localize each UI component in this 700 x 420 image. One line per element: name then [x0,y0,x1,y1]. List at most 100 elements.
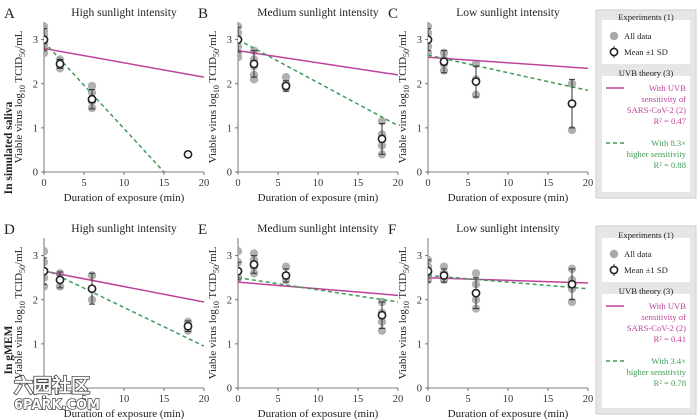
legend-bottom-fit-l2: higher sensitivity [627,367,687,377]
panel-e-mean-marker [249,260,259,269]
panel-f-data-point [471,269,481,278]
panel-e-theory-line [238,281,398,297]
panel-b-title: Medium sunlight intensity [257,7,379,19]
watermark: 六园社区 6PARK.COM [13,373,101,414]
legend-top: Experiments (1) All data Mean ±1 SD UVB … [595,9,697,199]
watermark-line1: 六园社区 [14,374,90,397]
panel-a-xtick-label: 20 [199,178,210,189]
panel-d-fit-line [44,268,204,347]
legend-bottom-theory-r2: R² = 0.41 [654,334,687,344]
row-label-saliva: In simulated saliva [3,101,15,194]
legend-bottom-fit-r2: R² = 0.78 [654,378,687,388]
panel-a-ytick-label: 2 [33,79,38,90]
panel-c-mean-marker [471,77,481,86]
panel-d-xtick-label: 20 [199,394,210,405]
panel-e-xtick-label: 5 [275,394,280,405]
panel-d-xtick-label: 5 [81,394,86,405]
legend-top-mean-label: Mean ±1 SD [624,47,668,57]
panel-e-ytick-label: 1 [227,339,232,350]
panel-b-ylabel: Viable virus log10 TCID50/mL [207,30,221,163]
panel-b-data-point [238,53,243,62]
panel-e-xtick-label: 20 [393,394,404,405]
legend-top-fit-r2: R² = 0.88 [654,160,687,170]
panel-a-data-point [87,81,97,91]
panel-a-ytick-label: 3 [33,35,38,46]
legend-bottom-mean-marker [609,265,619,275]
panel-a-xtick-label: 5 [81,178,86,189]
panel-e-xtick-label: 10 [313,394,324,405]
watermark-line2: 6PARK.COM [14,398,100,413]
panel-d-xlabel: Duration of exposure (min) [64,408,185,420]
panel-a: A High sunlight intensity 0 5 10 15 20 0 1 2 3 Dura… [4,6,209,204]
legend-bottom-theory-l1: With UVB [649,301,686,311]
panel-c-xtick-label: 15 [543,178,554,189]
panel-f-ytick-label: 3 [417,251,422,262]
panel-f-ytick-label: 1 [417,339,422,350]
panel-b-mean-marker [281,81,291,91]
legend-top-mean-marker [609,47,619,57]
row-label-gmem: In gMEM [3,325,15,374]
panel-f-ytick-label: 0 [417,384,422,395]
panel-c-mean-marker [439,57,449,67]
legend-bottom-theory-l3: SARS-CoV-2 (2) [627,323,686,333]
panel-c-ytick-label: 1 [417,123,422,134]
legend-bottom-alldata-label: All data [624,249,652,259]
panel-b-theory-line [238,49,398,76]
panel-c-data-point [428,28,433,38]
panel-d-title: High sunlight intensity [71,223,177,235]
panel-f-xtick-label: 20 [583,394,594,405]
legend-top-fit-l2: higher sensitivity [627,149,687,159]
panel-a-xtick-label: 0 [41,178,46,189]
panel-f-title: Low sunlight intensity [456,223,560,235]
panel-a-mean-marker [44,35,49,45]
panel-c-ytick-label: 3 [417,35,422,46]
panel-f-xtick-label: 0 [425,394,430,405]
panel-e-title: Medium sunlight intensity [257,223,379,235]
panel-a-letter: A [4,6,15,22]
panel-b-mean-marker [377,134,387,144]
panel-b-xtick-label: 5 [275,178,280,189]
panel-d-mean-marker [183,321,193,331]
legend-top-theory-title: UVB theory (3) [619,68,674,78]
legend-top-theory-r2: R² = 0.47 [654,116,687,126]
panel-b-xtick-label: 0 [235,178,240,189]
panel-c-plot-area [428,22,588,135]
panel-c-fit-line [428,54,588,92]
panel-b-data-point [238,42,243,51]
panel-e-xtick-label: 0 [235,394,240,405]
panel-e-ytick-label: 2 [227,295,232,306]
panel-b-letter: B [198,6,208,22]
panel-c-xtick-label: 0 [425,178,430,189]
legend-top-fit-l1: With 8.3× [651,138,686,148]
panel-d-xtick-label: 10 [119,394,130,405]
panel-a-mean-marker [87,94,97,104]
panel-e-mean-marker [281,271,291,280]
panel-e-ytick-label: 3 [227,251,232,262]
panel-f-ylabel: Viable virus log10 TCID50/mL [397,246,411,379]
panel-e-letter: E [198,222,207,238]
panel-c: C Low sunlight intensity 0 5 10 15 20 0 1 2 3 Durat… [388,6,593,204]
panel-f-mean-marker [428,266,433,276]
panel-d: D High sunlight intensity 0 5 10 15 20 0 1 2 3 Dura… [4,222,209,420]
panel-f-mean-marker [439,271,449,280]
panel-a-ytick-label: 0 [33,168,38,179]
panel-c-title: Low sunlight intensity [456,7,560,19]
panel-c-mean-marker [567,99,577,109]
panel-d-mean-marker [44,266,49,276]
panel-d-theory-line [44,270,204,303]
panel-f-xtick-label: 5 [465,394,470,405]
legend-bottom-theory-title: UVB theory (3) [619,286,674,296]
panel-d-xtick-label: 15 [159,394,170,405]
panel-e-xtick-label: 15 [353,394,364,405]
panel-f-fit-line [428,274,588,290]
panel-b-xtick-label: 15 [353,178,364,189]
panel-b-data-point [281,72,291,82]
panel-b-ytick-label: 2 [227,79,232,90]
panel-b-ytick-label: 3 [227,35,232,46]
legend-top-alldata-label: All data [624,31,652,41]
panel-b-mean-marker [238,35,243,45]
panel-e-mean-marker [377,310,387,320]
panel-e-plot-area [238,247,398,335]
